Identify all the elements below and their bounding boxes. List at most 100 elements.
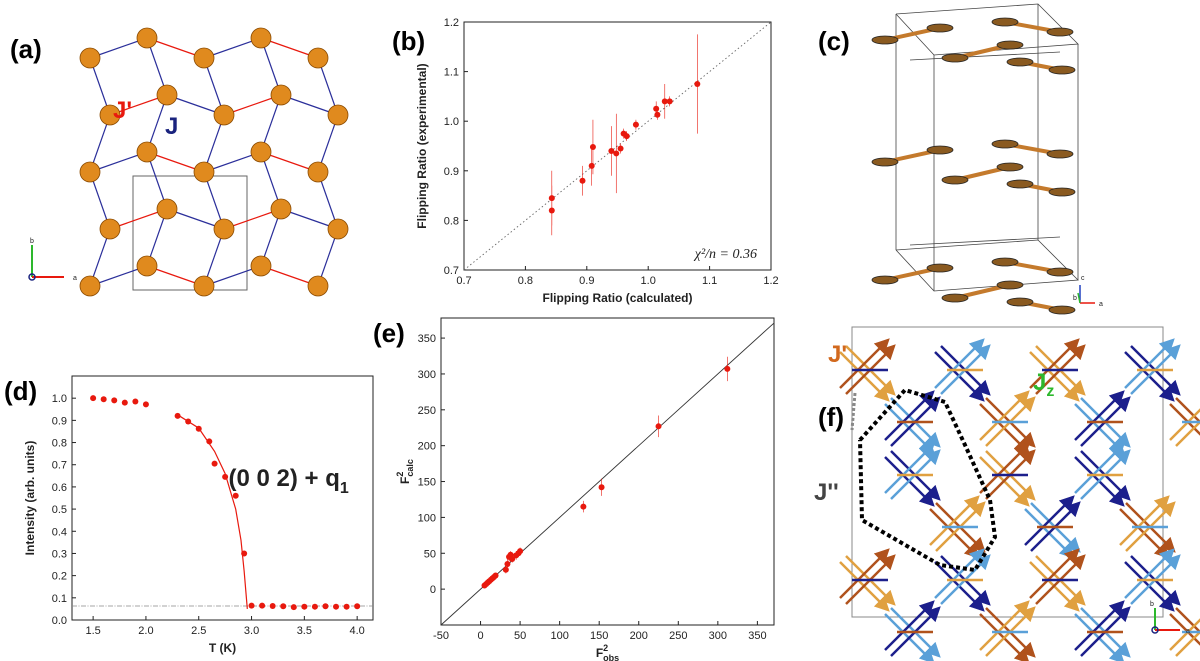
y-tick-label: 1.0 <box>444 116 459 128</box>
y-axis-label: Intensity (arb. units) <box>23 441 37 556</box>
x-tick-label: 1.2 <box>763 275 778 287</box>
data-point <box>632 121 639 128</box>
x-tick-label: 1.5 <box>85 625 100 637</box>
atom <box>250 141 272 163</box>
x-tick-label: 0.7 <box>456 275 471 287</box>
x-tick-label: 0.9 <box>579 275 594 287</box>
moment-end <box>941 175 969 185</box>
annotation: χ²/n = 0.36 <box>693 247 757 262</box>
axes-triad: c b a <box>1073 275 1103 308</box>
moment-end <box>991 257 1019 267</box>
lattice-panel <box>79 27 349 297</box>
atom <box>193 161 215 183</box>
data-point <box>259 602 266 609</box>
atom <box>307 275 329 297</box>
y-tick-label: 100 <box>418 512 436 524</box>
y-tick-label: 0 <box>430 584 436 596</box>
data-point <box>654 111 661 118</box>
spin <box>1169 618 1200 651</box>
data-point <box>661 98 668 105</box>
y-tick-label: 0.7 <box>444 265 459 277</box>
data-point <box>666 98 673 105</box>
atom <box>213 218 235 240</box>
data-point <box>121 399 128 406</box>
y-tick-label: 0.8 <box>444 215 459 227</box>
data-point <box>311 603 318 610</box>
atom <box>193 47 215 69</box>
y-tick-label: 200 <box>418 441 436 453</box>
axes-triad: b a <box>1150 601 1190 635</box>
moment-end <box>1046 27 1074 37</box>
data-point <box>111 397 118 404</box>
axis-c: c <box>1081 275 1085 282</box>
moment-end <box>941 293 969 303</box>
identity-line <box>463 21 772 271</box>
y-tick-label: 0.8 <box>52 438 67 450</box>
data-point <box>589 143 596 150</box>
y-tick-label: 150 <box>418 477 436 489</box>
spin <box>1175 397 1200 424</box>
x-tick-label: 250 <box>669 630 687 642</box>
x-tick-label: 3.5 <box>297 625 312 637</box>
data-point <box>142 401 149 408</box>
axis-b: b <box>1150 601 1154 608</box>
spin <box>1175 630 1200 657</box>
fit-line <box>177 414 248 609</box>
axis-a: a <box>1186 628 1190 635</box>
atom <box>193 275 215 297</box>
atom <box>270 198 292 220</box>
y-axis-label: Flipping Ratio (experimental) <box>415 63 429 228</box>
data-point <box>100 396 107 403</box>
y-tick-label: 350 <box>418 333 436 345</box>
atom <box>136 255 158 277</box>
x-tick-label: 200 <box>630 630 648 642</box>
j-double-prime-label: J'' <box>814 479 839 506</box>
atom <box>79 47 101 69</box>
plot-frame <box>71 375 374 621</box>
atom <box>250 255 272 277</box>
data-point <box>248 602 255 609</box>
moment-end <box>1006 57 1034 67</box>
atom <box>79 161 101 183</box>
spin <box>1175 607 1200 634</box>
axis-a: a <box>1099 301 1103 308</box>
y-tick-label: 0.1 <box>52 593 67 605</box>
y-tick-label: 1.1 <box>444 67 459 79</box>
structure-panel <box>871 3 1079 315</box>
x-axis-label: F2 obs <box>596 643 619 661</box>
y-tick-label: 250 <box>418 405 436 417</box>
atom <box>99 104 121 126</box>
data-point <box>132 398 139 405</box>
panel-label: (a) <box>10 34 42 64</box>
moment-end <box>1006 179 1034 189</box>
data-point <box>502 566 509 573</box>
x-tick-label: 2.5 <box>191 625 206 637</box>
x-axis-label: T (K) <box>209 641 236 655</box>
y-tick-label: 50 <box>424 548 436 560</box>
atom <box>270 84 292 106</box>
panel-label: (d) <box>4 376 37 406</box>
y-tick-label: 0.3 <box>52 548 67 560</box>
y-tick-label: 300 <box>418 369 436 381</box>
panel-label: (c) <box>818 26 850 56</box>
moment-end <box>926 263 954 273</box>
data-point <box>492 572 499 579</box>
plot-frame <box>463 21 772 271</box>
moment-end <box>1046 267 1074 277</box>
data-point <box>509 556 516 563</box>
data-point <box>280 603 287 610</box>
moment-end <box>991 17 1019 27</box>
x-tick-label: 50 <box>514 630 526 642</box>
x-axis-label: Flipping Ratio (calculated) <box>542 291 692 305</box>
y-axis-label: F2calc <box>395 459 415 484</box>
x-tick-label: 1.0 <box>641 275 656 287</box>
axis-b: b <box>1073 295 1077 302</box>
y-tick-label: 1.0 <box>52 393 67 405</box>
axis-b: b <box>30 238 34 245</box>
x-tick-label: 150 <box>590 630 608 642</box>
moment-end <box>871 275 899 285</box>
y-tick-label: 0.2 <box>52 571 67 583</box>
data-point <box>354 603 361 610</box>
data-point <box>548 207 555 214</box>
x-tick-label: -50 <box>433 630 449 642</box>
